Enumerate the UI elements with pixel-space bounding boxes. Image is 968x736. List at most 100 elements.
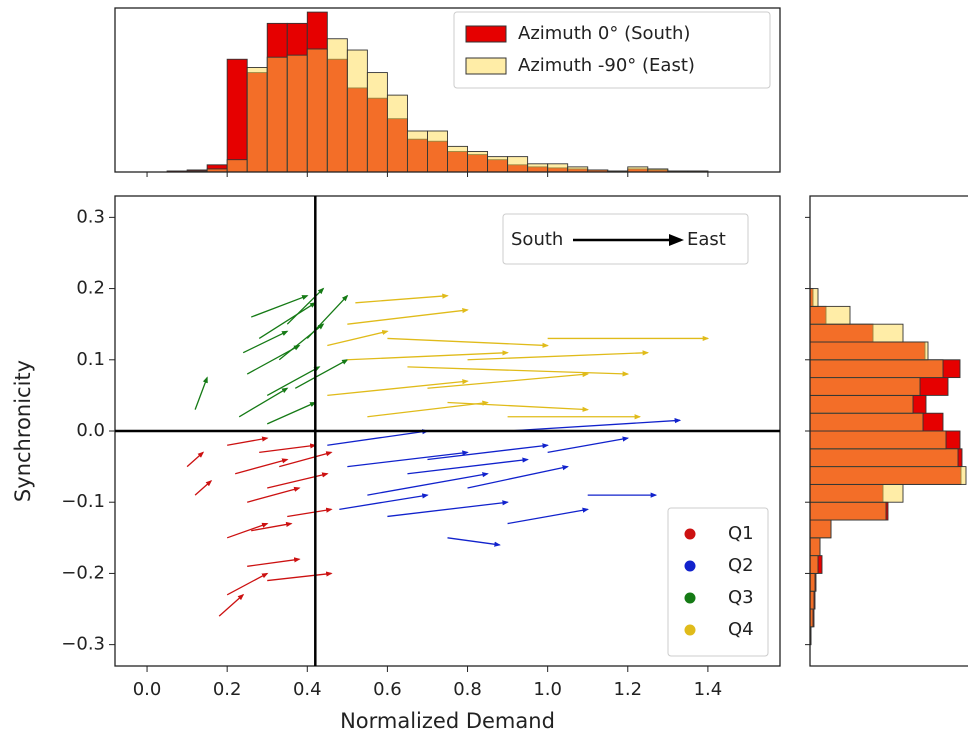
legend-marker (684, 528, 696, 540)
arrow (242, 330, 289, 354)
arrow (218, 593, 245, 617)
hist-bar (366, 72, 388, 173)
arrow (266, 366, 321, 396)
hist-bar (447, 145, 468, 173)
x-tick-label: 1.2 (613, 679, 642, 700)
hist-bar (246, 66, 268, 173)
hist-bar (809, 483, 904, 503)
arrow (294, 359, 349, 389)
hist-bar (547, 163, 569, 173)
hist-bar (809, 323, 904, 343)
hist-bar (226, 159, 248, 173)
hist-bar (809, 377, 921, 396)
hist-bar (467, 151, 489, 173)
hist-bar (306, 48, 328, 173)
arrow (186, 451, 205, 468)
legend-patch (465, 25, 507, 43)
arrow (387, 500, 509, 518)
x-tick-label: 0.6 (373, 679, 402, 700)
arrow (507, 507, 589, 525)
arrow (194, 479, 213, 496)
hist-bar (386, 94, 408, 173)
arrow (226, 572, 269, 596)
arrow (194, 376, 208, 410)
arrow (267, 571, 333, 582)
arrow (507, 418, 682, 432)
arrow (427, 443, 549, 461)
y-tick-label: 0.1 (76, 349, 105, 370)
arrow (266, 401, 317, 425)
x-axis-label: Normalized Demand (340, 709, 555, 733)
legend-marker (684, 624, 696, 636)
x-tick-label: 1.4 (694, 679, 723, 700)
arrow (279, 451, 333, 468)
arrow (259, 443, 317, 454)
hist-bar (226, 58, 248, 173)
arrow (235, 458, 289, 475)
arrow (306, 294, 349, 339)
hist-bar (809, 394, 914, 414)
x-tick-label: 0.0 (133, 679, 162, 700)
hist-bar (809, 305, 851, 325)
y-tick-label: −0.2 (61, 562, 105, 583)
direction-from: South (511, 229, 563, 250)
arrow (251, 521, 293, 532)
legend-label: Q1 (728, 523, 754, 544)
arrow (467, 465, 569, 489)
hist-bar (427, 130, 448, 173)
hist-bar (266, 56, 288, 173)
hist-bar (326, 38, 348, 173)
arrow (247, 557, 301, 567)
axes-frame (114, 7, 781, 173)
arrow (347, 307, 469, 325)
legend-box (667, 507, 769, 657)
arrow (367, 400, 489, 418)
x-tick-label: 1.0 (533, 679, 562, 700)
hist-bar (346, 49, 368, 173)
hist-bar (809, 412, 924, 432)
legend-marker (684, 560, 696, 572)
y-tick-label: 0.2 (76, 278, 105, 299)
arrow (347, 450, 469, 468)
x-tick-label: 0.2 (213, 679, 242, 700)
legend-patch (465, 57, 507, 75)
hist-bar (809, 341, 929, 361)
hist-bar (507, 156, 529, 173)
x-tick-label: 0.4 (293, 679, 322, 700)
hist-bar (286, 54, 308, 173)
hist-bar (809, 448, 959, 468)
arrow (267, 472, 329, 489)
arrow (327, 329, 389, 347)
hist-bar (809, 572, 816, 592)
arrow (238, 387, 289, 418)
legend-label: Q3 (728, 587, 754, 608)
hist-bar (809, 288, 819, 307)
legend-label: Q4 (728, 619, 754, 640)
legend-label: Q2 (728, 555, 754, 576)
direction-to: East (687, 229, 726, 250)
legend-box (453, 11, 771, 89)
arrow (250, 295, 309, 318)
arrow (286, 287, 325, 325)
arrow (387, 337, 549, 348)
arrow (327, 429, 429, 446)
y-tick-label: 0.3 (76, 206, 105, 227)
arrow (547, 436, 630, 454)
arrow (347, 350, 509, 361)
legend-marker (684, 592, 696, 604)
hist-bar (809, 430, 947, 450)
arrow (407, 366, 630, 377)
y-tick-label: −0.3 (61, 634, 105, 655)
arrow (407, 457, 529, 475)
arrow (467, 350, 650, 361)
arrow (227, 436, 269, 446)
legend-label: Azimuth -90° (East) (518, 55, 695, 76)
arrow (287, 507, 333, 518)
arrow (427, 371, 590, 389)
arrow (226, 522, 269, 539)
arrow (247, 486, 301, 503)
arrow (355, 293, 449, 304)
hist-bar (809, 501, 887, 521)
legend-label: Azimuth 0° (South) (518, 23, 690, 44)
